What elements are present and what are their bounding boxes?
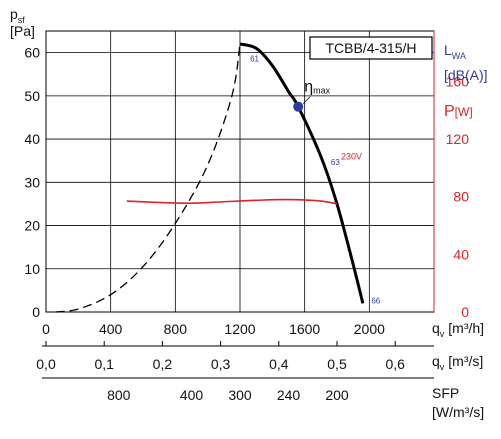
axis2-tick-label: 0,5 (327, 356, 347, 372)
lwa-annotation: 63 (331, 158, 340, 167)
x-tick-label: 0 (42, 321, 50, 337)
chart-title: TCBB/4-315/H (325, 40, 416, 56)
fan-curve-dashed (55, 43, 241, 313)
y-axis-title: psf (10, 6, 25, 25)
axis2-tick-label: 0,0 (36, 356, 56, 372)
y-axis-unit: [Pa] (10, 23, 35, 39)
x-tick-label: 400 (99, 321, 123, 337)
axis3-tick-label: 800 (107, 387, 131, 403)
lwa-annotation: 61 (250, 54, 259, 63)
y-tick-label: 20 (24, 218, 40, 234)
axis2-tick-label: 0,1 (94, 356, 114, 372)
axis3-tick-label: 400 (180, 387, 204, 403)
fan-curve-solid (239, 42, 365, 304)
x-axis-title: qv [m³/h] (432, 320, 484, 339)
axis2-tick-label: 0,6 (385, 356, 405, 372)
right-tick-label: 120 (446, 131, 470, 147)
lwa-annotation: 66 (371, 296, 380, 305)
axis3-tick-label: 300 (228, 387, 252, 403)
axis3-tick-label: 240 (277, 387, 301, 403)
power-axis-title: P[W] (444, 103, 473, 120)
axis2-tick-label: 0,2 (153, 356, 173, 372)
axes: 0 400 800 1200 1600 2000 0 10 20 30 40 50 60 0 40 80 120… (24, 31, 469, 403)
axis3-title: SFP (432, 385, 459, 401)
x-tick-label: 2000 (354, 321, 385, 337)
y-tick-label: 50 (24, 88, 40, 104)
y-tick-label: 0 (32, 304, 40, 320)
lwa-axis-unit: [dB(A)] (444, 67, 488, 83)
axis3-unit: [W/m³/s] (432, 404, 484, 420)
eta-max-label: ηmax (304, 79, 330, 96)
eta-max-leader (302, 96, 311, 104)
series (55, 42, 365, 313)
title-box (309, 36, 433, 60)
y-tick-label: 30 (24, 174, 40, 190)
x-tick-label: 1200 (224, 321, 255, 337)
right-tick-label: 40 (453, 246, 469, 262)
right-tick-label: 0 (461, 304, 469, 320)
power-curve-230v (126, 198, 338, 205)
annotation-230v: 230V (341, 151, 362, 161)
eta-max-marker (293, 101, 304, 112)
labels: psf[Pa] LWA [dB(A)] P[W] qv [m³/h] qv [m³/s] SFP… (10, 6, 488, 420)
y-tick-label: 40 (24, 131, 40, 147)
y-tick-label: 60 (24, 45, 40, 61)
x-tick-label: 800 (164, 321, 188, 337)
axis2-tick-label: 0,3 (211, 356, 231, 372)
lwa-axis-title: LWA (444, 42, 466, 61)
axis3-tick-label: 200 (325, 387, 349, 403)
axis2-tick-label: 0,4 (269, 356, 289, 372)
right-tick-label: 80 (453, 189, 469, 205)
axis2-title: qv [m³/s] (432, 353, 483, 372)
y-tick-label: 10 (24, 261, 40, 277)
x-tick-label: 1600 (289, 321, 320, 337)
gridlines (45, 30, 435, 313)
right-tick-label: 160 (446, 73, 470, 89)
